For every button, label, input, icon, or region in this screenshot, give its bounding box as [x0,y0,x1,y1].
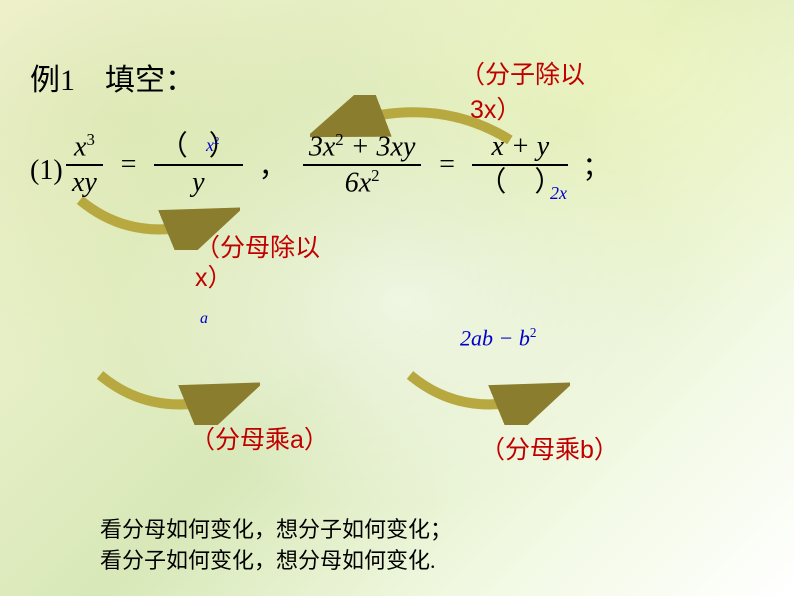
bottom-explanation: 看分母如何变化，想分子如何变化； 看分子如何变化，想分母如何变化. [100,515,452,577]
arrow-left-icon [60,195,240,250]
frac3-num: 3x2 + 3xy [303,130,422,164]
arrow-bottom-left-icon [80,370,260,425]
comma-1: ， [259,145,287,185]
hint-denominator-mul-b: （分母乘b） [480,430,619,466]
example-title: 例1 填空： [30,55,195,99]
fraction-3: 3x2 + 3xy 6x2 [303,130,422,200]
label-a: a [200,310,208,328]
problem-number: (1) [30,155,63,187]
answer-2: 2x [550,183,567,204]
equals-2: = [437,149,456,181]
hint-denominator-div-x: x） [195,258,233,294]
bottom-line-1: 看分母如何变化，想分子如何变化； [100,515,452,546]
paren-l-1: （ [160,131,188,162]
hint-numerator-div: （分子除以 [460,55,585,91]
frac1-den: xy [66,166,103,200]
equation-row: x3 xy = （ ） y ， 3x2 + 3xy 6x2 = x + y （ … [60,130,610,200]
semicolon: ； [582,145,610,185]
equals-1: = [119,149,138,181]
hint-denominator-mul-a: （分母乘a） [190,420,329,456]
frac1-num: x [74,131,86,162]
answer-1: x2 [206,135,219,156]
bottom-line-2: 看分子如何变化，想分母如何变化. [100,546,452,577]
frac4-num: x + y [485,130,555,164]
frac2-den: y [186,166,210,200]
expression-b: 2ab − b2 [460,325,536,351]
fraction-1: x3 xy [66,130,103,200]
arrow-bottom-right-icon [390,370,570,425]
frac3-den: 6x2 [339,166,386,200]
frac1-exp: 3 [86,130,94,149]
fraction-2: （ ） y [154,130,243,199]
paren-l-2: （ [478,167,506,198]
